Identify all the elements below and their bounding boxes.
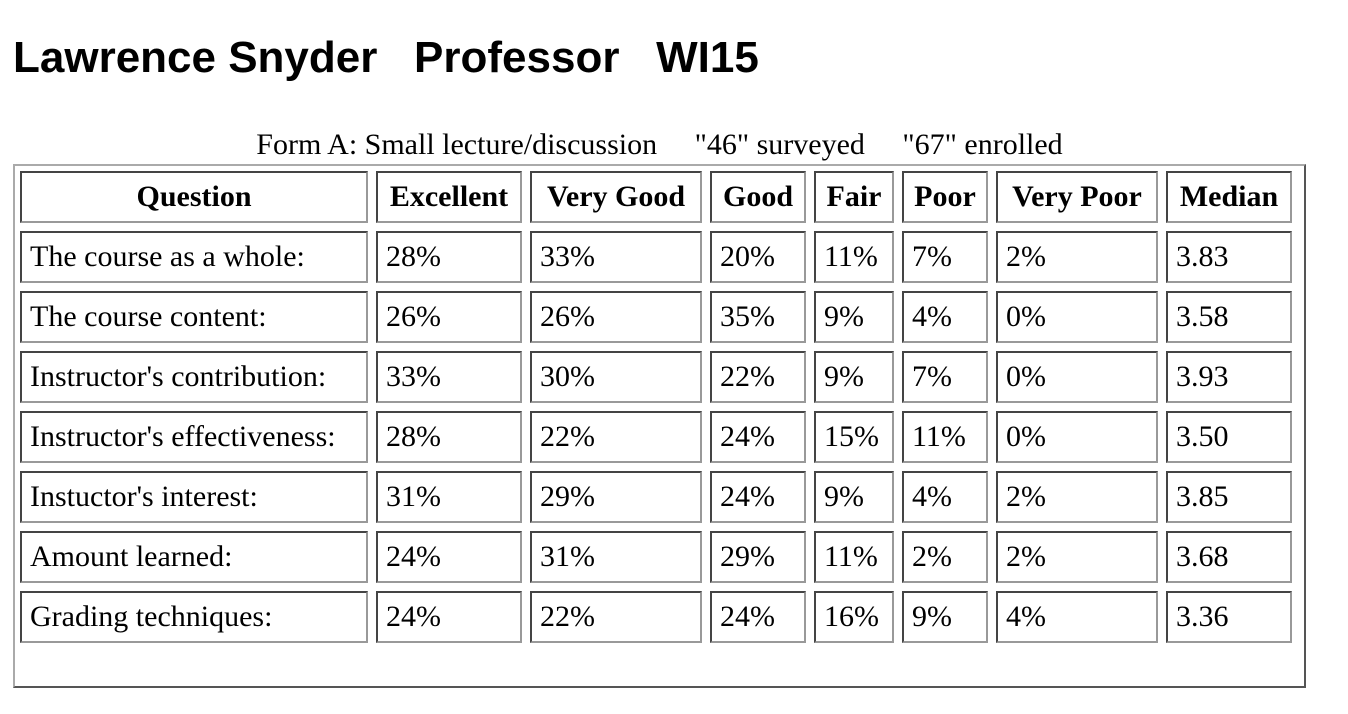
column-header-poor: Poor	[902, 171, 988, 223]
table-caption: Form A: Small lecture/discussion "46" su…	[256, 128, 1063, 161]
poor-cell: 4%	[902, 471, 988, 523]
good-cell: 22%	[710, 351, 806, 403]
column-header-median: Median	[1166, 171, 1292, 223]
excellent-cell: 31%	[376, 471, 522, 523]
very-good-cell: 30%	[530, 351, 702, 403]
question-cell: Instructor's contribution:	[20, 351, 368, 403]
good-cell: 35%	[710, 291, 806, 343]
evaluation-table-frame: Question Excellent Very Good Good Fair P…	[13, 164, 1306, 688]
excellent-cell: 33%	[376, 351, 522, 403]
median-cell: 3.68	[1166, 531, 1292, 583]
very-good-cell: 22%	[530, 591, 702, 643]
question-cell: Grading techniques:	[20, 591, 368, 643]
column-header-fair: Fair	[814, 171, 894, 223]
evaluation-table: Question Excellent Very Good Good Fair P…	[12, 163, 1300, 651]
very-good-cell: 31%	[530, 531, 702, 583]
excellent-cell: 24%	[376, 531, 522, 583]
fair-cell: 11%	[814, 231, 894, 283]
very-good-cell: 22%	[530, 411, 702, 463]
poor-cell: 9%	[902, 591, 988, 643]
question-cell: The course content:	[20, 291, 368, 343]
very-poor-cell: 2%	[996, 531, 1158, 583]
table-row: Grading techniques: 24% 22% 24% 16% 9% 4% 3.36	[20, 591, 1292, 643]
very-good-cell: 29%	[530, 471, 702, 523]
fair-cell: 9%	[814, 351, 894, 403]
excellent-cell: 26%	[376, 291, 522, 343]
very-poor-cell: 2%	[996, 471, 1158, 523]
poor-cell: 11%	[902, 411, 988, 463]
excellent-cell: 28%	[376, 411, 522, 463]
column-header-question: Question	[20, 171, 368, 223]
median-cell: 3.50	[1166, 411, 1292, 463]
column-header-very-poor: Very Poor	[996, 171, 1158, 223]
very-poor-cell: 4%	[996, 591, 1158, 643]
table-row: Instuctor's interest: 31% 29% 24% 9% 4% 2% 3.85	[20, 471, 1292, 523]
table-row: The course content: 26% 26% 35% 9% 4% 0% 3.58	[20, 291, 1292, 343]
very-poor-cell: 0%	[996, 351, 1158, 403]
fair-cell: 15%	[814, 411, 894, 463]
median-cell: 3.85	[1166, 471, 1292, 523]
good-cell: 29%	[710, 531, 806, 583]
question-cell: Instructor's effectiveness:	[20, 411, 368, 463]
column-header-good: Good	[710, 171, 806, 223]
page-title: Lawrence Snyder Professor WI15	[13, 33, 759, 82]
question-cell: Instuctor's interest:	[20, 471, 368, 523]
column-header-very-good: Very Good	[530, 171, 702, 223]
column-header-excellent: Excellent	[376, 171, 522, 223]
poor-cell: 7%	[902, 231, 988, 283]
poor-cell: 4%	[902, 291, 988, 343]
fair-cell: 9%	[814, 471, 894, 523]
good-cell: 24%	[710, 411, 806, 463]
median-cell: 3.36	[1166, 591, 1292, 643]
table-row: Instructor's contribution: 33% 30% 22% 9% 7% 0…	[20, 351, 1292, 403]
good-cell: 24%	[710, 591, 806, 643]
table-row: Amount learned: 24% 31% 29% 11% 2% 2% 3.68	[20, 531, 1292, 583]
very-good-cell: 26%	[530, 291, 702, 343]
very-poor-cell: 0%	[996, 291, 1158, 343]
median-cell: 3.58	[1166, 291, 1292, 343]
fair-cell: 11%	[814, 531, 894, 583]
very-poor-cell: 0%	[996, 411, 1158, 463]
table-body: The course as a whole: 28% 33% 20% 11% 7% 2% 3.…	[20, 231, 1292, 643]
poor-cell: 2%	[902, 531, 988, 583]
fair-cell: 16%	[814, 591, 894, 643]
excellent-cell: 28%	[376, 231, 522, 283]
table-header-row: Question Excellent Very Good Good Fair P…	[20, 171, 1292, 223]
good-cell: 24%	[710, 471, 806, 523]
question-cell: The course as a whole:	[20, 231, 368, 283]
table-row: Instructor's effectiveness: 28% 22% 24% 15% 1…	[20, 411, 1292, 463]
median-cell: 3.93	[1166, 351, 1292, 403]
very-good-cell: 33%	[530, 231, 702, 283]
poor-cell: 7%	[902, 351, 988, 403]
fair-cell: 9%	[814, 291, 894, 343]
very-poor-cell: 2%	[996, 231, 1158, 283]
excellent-cell: 24%	[376, 591, 522, 643]
question-cell: Amount learned:	[20, 531, 368, 583]
table-row: The course as a whole: 28% 33% 20% 11% 7% 2% 3.…	[20, 231, 1292, 283]
good-cell: 20%	[710, 231, 806, 283]
median-cell: 3.83	[1166, 231, 1292, 283]
